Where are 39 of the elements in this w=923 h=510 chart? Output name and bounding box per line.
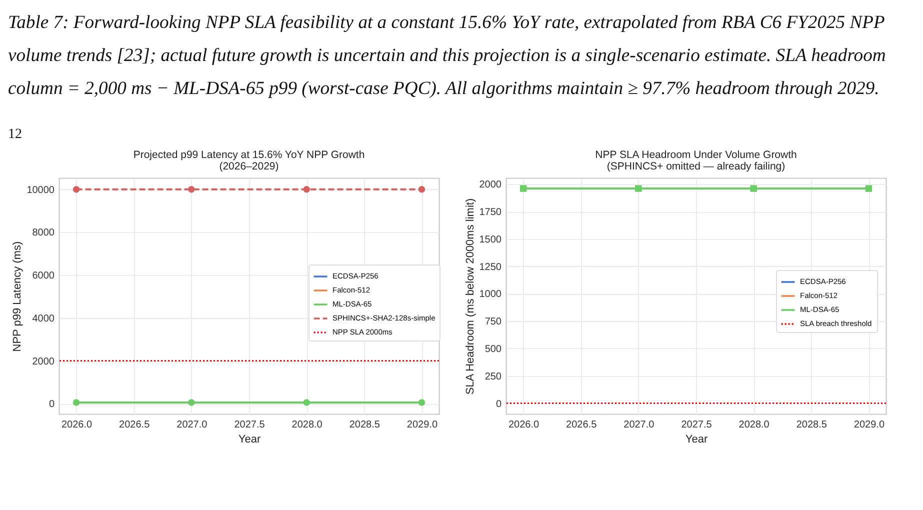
y-tick-label: 1250 [479,262,502,273]
x-tick-label: 2026.5 [566,420,598,430]
x-tick-label: 2026.0 [61,420,92,430]
x-tick-label: 2028.5 [796,420,828,430]
chart-title: Projected p99 Latency at 15.6% YoY NPP Growth [133,149,365,161]
x-tick-label: 2028.0 [738,420,770,430]
y-axis-title: SLA Headroom (ms below 2000ms limit) [464,198,476,395]
x-tick-label: 2027.0 [176,420,208,430]
x-tick-label: 2027.5 [234,420,266,430]
caption: Table 7: Forward-looking NPP SLA feasibility at a constant 15.6% YoY rate, extrapolated from RBA C6 FY2025 NPP volume trends [23]; actual future growth is uncertain and this projection is a single-scenario estimate. SLA headroom column = 2,000 ms − ML-DSA-65 p99 (worst-case PQC). All algorithms maintain ≥ 97.7% headroom through 2029. [8,11,887,101]
x-tick-label: 2026.0 [508,420,540,430]
y-tick-label: 6000 [32,270,55,282]
y-tick-label: 2000 [479,180,502,191]
x-tick-label: 2026.5 [119,420,150,430]
y-tick-label: 500 [484,344,502,355]
text: 12 [8,127,23,144]
y-tick-label: 0 [496,398,502,410]
y-tick-label: 1000 [479,289,502,300]
y-tick-label: 250 [484,371,502,382]
y-tick-label: 1500 [479,234,502,246]
chart-subtitle: (SPHINCS+ omitted — already failing) [606,160,786,172]
y-tick-label: 10000 [26,184,55,196]
x-axis-title: Year [238,434,261,446]
x-axis-title: Year [685,434,708,446]
x-tick-label: 2028.5 [349,420,380,430]
y-tick-label: 1750 [479,207,502,218]
x-tick-label: 2028.0 [292,420,323,430]
x-tick-label: 2029.0 [406,420,438,430]
x-tick-label: 2027.0 [624,420,655,430]
chart-title: NPP SLA Headroom Under Volume Growth [595,149,798,161]
y-tick-label: 2000 [32,356,55,368]
x-tick-label: 2029.0 [854,420,885,430]
y-axis-title: NPP p99 Latency (ms) [12,241,24,352]
y-tick-label: 0 [48,399,55,410]
y-tick-label: 4000 [32,313,55,324]
y-tick-label: 8000 [32,228,55,239]
y-tick-label: 750 [484,316,502,328]
chart-subtitle: (2026–2029) [219,160,279,172]
x-tick-label: 2027.5 [681,420,712,430]
